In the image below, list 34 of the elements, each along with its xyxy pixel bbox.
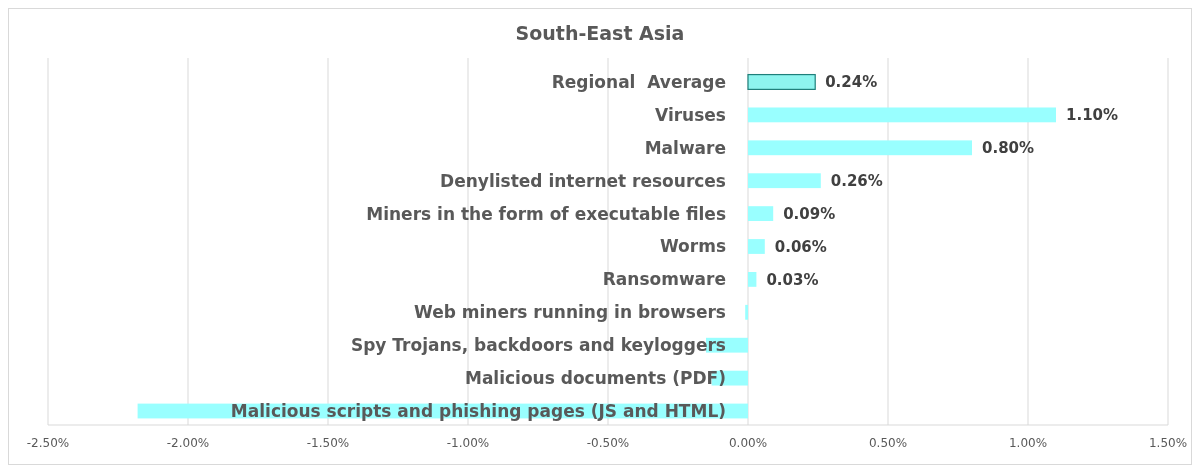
bar bbox=[748, 107, 1056, 123]
y-tick-label: Malicious scripts and phishing pages (JS and HTML) bbox=[230, 400, 726, 421]
data-label: 1.10% bbox=[1066, 106, 1119, 125]
data-label: 0.03% bbox=[766, 270, 819, 289]
chart-title: South-East Asia bbox=[515, 22, 685, 44]
data-label: 0.80% bbox=[982, 139, 1035, 158]
bar bbox=[745, 304, 748, 320]
x-tick-label: -1.50% bbox=[306, 436, 350, 450]
bar bbox=[748, 239, 765, 254]
x-tick-label: 0.50% bbox=[868, 436, 908, 450]
y-tick-label: Miners in the form of executable files bbox=[366, 203, 726, 224]
y-tick-label: Denylisted internet resources bbox=[440, 170, 726, 191]
y-tick-label: Regional Average bbox=[551, 71, 726, 92]
x-tick-label: 0.00% bbox=[728, 436, 768, 450]
data-label: 0.06% bbox=[774, 237, 827, 256]
x-tick-label: -1.00% bbox=[446, 436, 490, 450]
y-tick-label: Web miners running in browsers bbox=[413, 302, 726, 323]
bar bbox=[748, 173, 821, 189]
bar bbox=[748, 140, 972, 156]
data-label: 0.24% bbox=[825, 73, 878, 92]
data-label: 0.26% bbox=[830, 171, 883, 190]
bar bbox=[748, 206, 774, 221]
x-tick-label: -0.50% bbox=[586, 436, 630, 450]
x-tick-label: 1.00% bbox=[1008, 436, 1048, 450]
bar bbox=[747, 73, 816, 90]
bar bbox=[748, 272, 757, 287]
y-tick-label: Ransomware bbox=[602, 269, 726, 290]
data-label: 0.09% bbox=[783, 204, 836, 223]
y-tick-label: Worms bbox=[659, 236, 726, 257]
x-tick-label: 1.50% bbox=[1148, 436, 1188, 450]
y-tick-label: Viruses bbox=[655, 104, 726, 125]
x-tick-label: -2.00% bbox=[166, 436, 210, 450]
x-tick-label: -2.50% bbox=[26, 436, 70, 450]
y-tick-label: Malware bbox=[644, 137, 726, 158]
